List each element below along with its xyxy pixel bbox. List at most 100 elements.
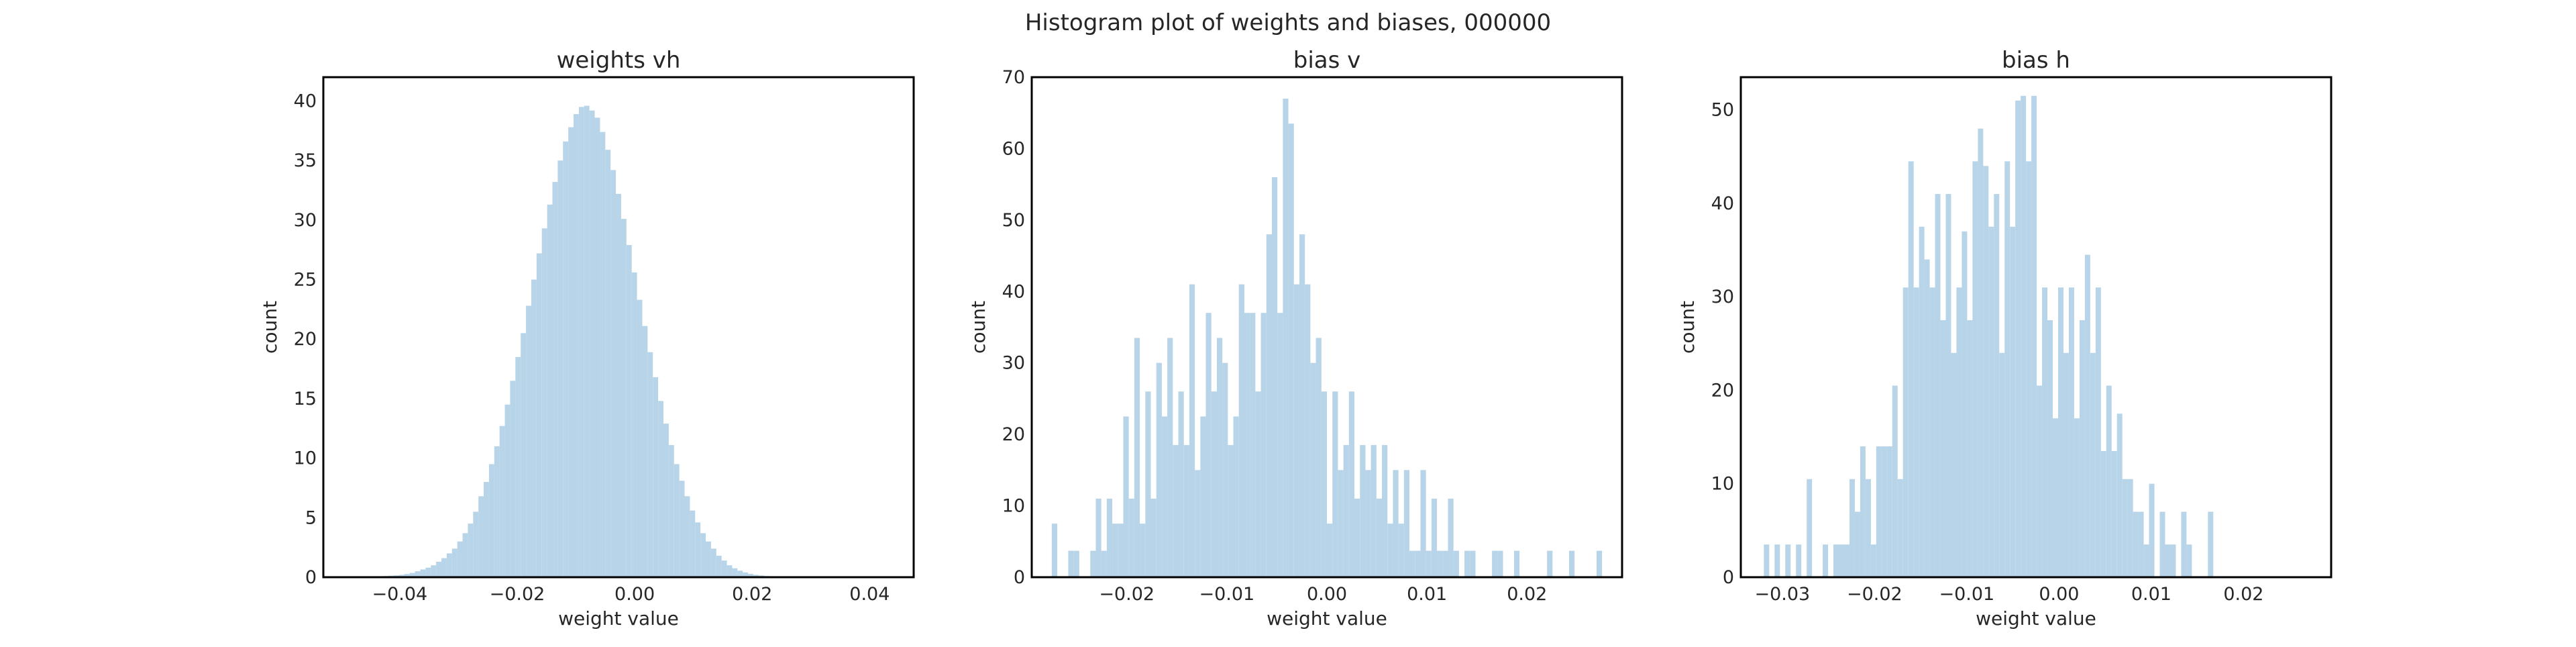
histogram-bar <box>1074 551 1079 577</box>
histogram-bar <box>1107 499 1112 577</box>
histogram-bar <box>605 150 610 577</box>
histogram-bar <box>584 106 590 577</box>
histogram-bar <box>1785 544 1790 577</box>
histogram-bar <box>1909 161 1914 577</box>
histogram-bar <box>1967 320 1972 577</box>
histogram-bar <box>1978 129 1983 577</box>
histogram-bar <box>722 560 727 577</box>
histogram-bar <box>1344 445 1349 577</box>
histogram-bar <box>1228 445 1233 577</box>
histogram-bar <box>1823 544 1828 577</box>
histogram-bar <box>1162 417 1167 577</box>
x-tick-label: −0.02 <box>490 584 545 605</box>
histogram-bar <box>711 548 716 577</box>
histogram-bar <box>1871 544 1876 577</box>
histogram-bar <box>1432 499 1437 577</box>
y-tick-label: 40 <box>1002 281 1025 302</box>
histogram-bar <box>1250 313 1255 577</box>
y-tick-label: 40 <box>294 91 317 111</box>
histogram-bar <box>669 445 674 577</box>
histogram-bar <box>2090 353 2096 577</box>
y-tick-label: 5 <box>305 507 317 528</box>
y-axis-label: count <box>259 301 281 354</box>
histogram-bar <box>568 128 574 578</box>
histogram-bar <box>1399 524 1404 577</box>
histogram-bar <box>1316 338 1322 577</box>
histogram-bar <box>1354 499 1360 577</box>
y-tick-label: 40 <box>1711 193 1734 214</box>
histogram-bar <box>1222 363 1228 577</box>
histogram-bar <box>1415 551 1420 577</box>
y-tick-label: 60 <box>1002 138 1025 159</box>
histogram-bar <box>1234 417 1239 577</box>
y-tick-label: 50 <box>1711 100 1734 121</box>
y-tick-label: 10 <box>1711 474 1734 495</box>
histogram-bar <box>1454 551 1459 577</box>
histogram-bar <box>1903 287 1909 577</box>
histogram-bar <box>1946 194 1951 577</box>
histogram-bar <box>537 254 542 577</box>
histogram-bar <box>680 481 685 577</box>
histogram-bar <box>647 352 653 577</box>
histogram-bar <box>1807 479 1812 577</box>
histogram-bar <box>1189 285 1195 577</box>
histogram-bar <box>690 511 695 577</box>
histogram-bar <box>2026 161 2031 577</box>
x-tick-label: −0.02 <box>1847 584 1902 605</box>
histogram-bar <box>642 326 647 577</box>
histogram-bar <box>500 426 505 577</box>
histogram-bar <box>695 522 700 577</box>
histogram-bar <box>420 569 425 577</box>
histogram-bar <box>431 565 436 577</box>
histogram-bar <box>2096 287 2101 577</box>
histogram-bar <box>1150 499 1156 577</box>
histogram-bar <box>521 333 526 577</box>
y-tick-label: 10 <box>294 448 317 469</box>
histogram-bar <box>1866 479 1871 577</box>
x-tick-label: −0.03 <box>1755 584 1811 605</box>
histogram-bar <box>2015 101 2021 577</box>
histogram-bar <box>447 554 452 577</box>
histogram-bar <box>1167 338 1173 577</box>
histogram-bar <box>452 548 458 577</box>
histogram-bar <box>1052 524 1057 577</box>
histogram-bar <box>658 401 663 577</box>
histogram-bar <box>595 117 600 577</box>
x-tick-label: −0.01 <box>1939 584 1995 605</box>
axes-title: bias h <box>2002 47 2070 74</box>
histogram-bar <box>478 496 484 577</box>
histogram-bar <box>2101 451 2106 577</box>
histogram-bar <box>1492 551 1497 577</box>
histogram-bar <box>1299 234 1305 577</box>
histogram-bar <box>2186 544 2192 577</box>
y-tick-label: 20 <box>1711 380 1734 401</box>
histogram-bar <box>2123 479 2128 577</box>
axes-title: bias v <box>1293 47 1361 74</box>
histogram-bar <box>441 558 447 577</box>
histogram-bar <box>547 205 553 577</box>
x-tick-label: −0.02 <box>1099 584 1155 605</box>
histogram-bar <box>2074 418 2080 577</box>
histogram-bar <box>1833 544 1839 577</box>
y-tick-label: 35 <box>294 150 317 171</box>
histogram-bar <box>1327 524 1332 577</box>
histogram-bar <box>1305 285 1310 577</box>
histogram-bar <box>1184 445 1189 577</box>
histogram-bar <box>531 280 537 577</box>
histogram-bar <box>2004 161 2010 577</box>
histogram-bar <box>1179 391 1184 577</box>
histogram-bar <box>1448 499 1453 577</box>
histogram-bar <box>1849 479 1855 577</box>
histogram-bar <box>621 219 627 577</box>
histogram-bar <box>2160 512 2165 577</box>
histogram-bar <box>1887 446 1892 577</box>
histogram-bar <box>1090 551 1095 577</box>
histogram-bar <box>1972 161 1978 577</box>
histogram-bar <box>2128 479 2133 577</box>
y-tick-label: 30 <box>1002 353 1025 374</box>
histogram-bar <box>1898 479 1903 577</box>
histogram-bar <box>1983 166 1988 577</box>
x-tick-label: 0.01 <box>1407 584 1447 605</box>
histogram-bar <box>637 300 643 577</box>
histogram-bar <box>1409 551 1415 577</box>
